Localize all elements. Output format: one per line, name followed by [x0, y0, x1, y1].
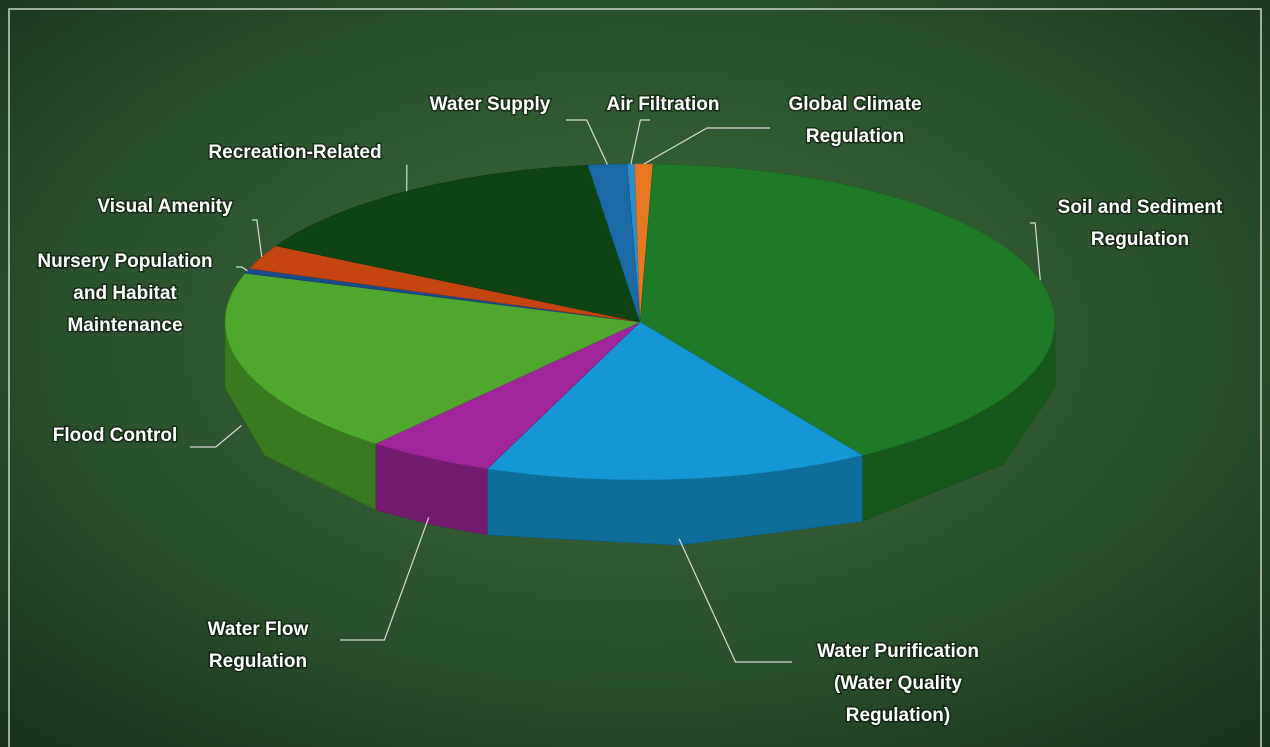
- leader-line: [1030, 222, 1041, 281]
- leader-line: [190, 425, 242, 448]
- slice-label: Global Climate Regulation: [788, 94, 921, 147]
- leader-line: [643, 127, 770, 165]
- slice-label: Water Purification (Water Quality Regulati…: [817, 641, 979, 726]
- slice-label: Visual Amenity: [97, 196, 233, 217]
- leader-line: [340, 517, 430, 641]
- leader-line: [236, 266, 248, 272]
- leader-line: [252, 219, 263, 258]
- pie-slice: [275, 164, 641, 323]
- slice-label: Water Flow Regulation: [208, 619, 309, 672]
- slice-label: Recreation-Related: [208, 142, 381, 163]
- leader-line: [678, 538, 792, 663]
- pie-tops: [224, 163, 1056, 481]
- slice-label: Water Supply: [430, 94, 551, 115]
- frame: [8, 8, 1262, 747]
- pie-slice: [374, 321, 641, 470]
- slice-label: Soil and Sediment Regulation: [1058, 197, 1223, 250]
- slice-label: Flood Control: [53, 425, 178, 446]
- slice-label: Air Filtration: [607, 94, 720, 115]
- pie-slice: [639, 163, 1056, 456]
- pie-slice: [224, 272, 642, 445]
- pie-slice: [486, 321, 864, 481]
- leader-line: [630, 119, 650, 165]
- leader-line: [566, 119, 608, 165]
- labels: Air Filtration Global Climate Regulation So…: [36, 93, 1225, 728]
- slice-label: Nursery Population and Habitat Maintenance: [37, 251, 212, 336]
